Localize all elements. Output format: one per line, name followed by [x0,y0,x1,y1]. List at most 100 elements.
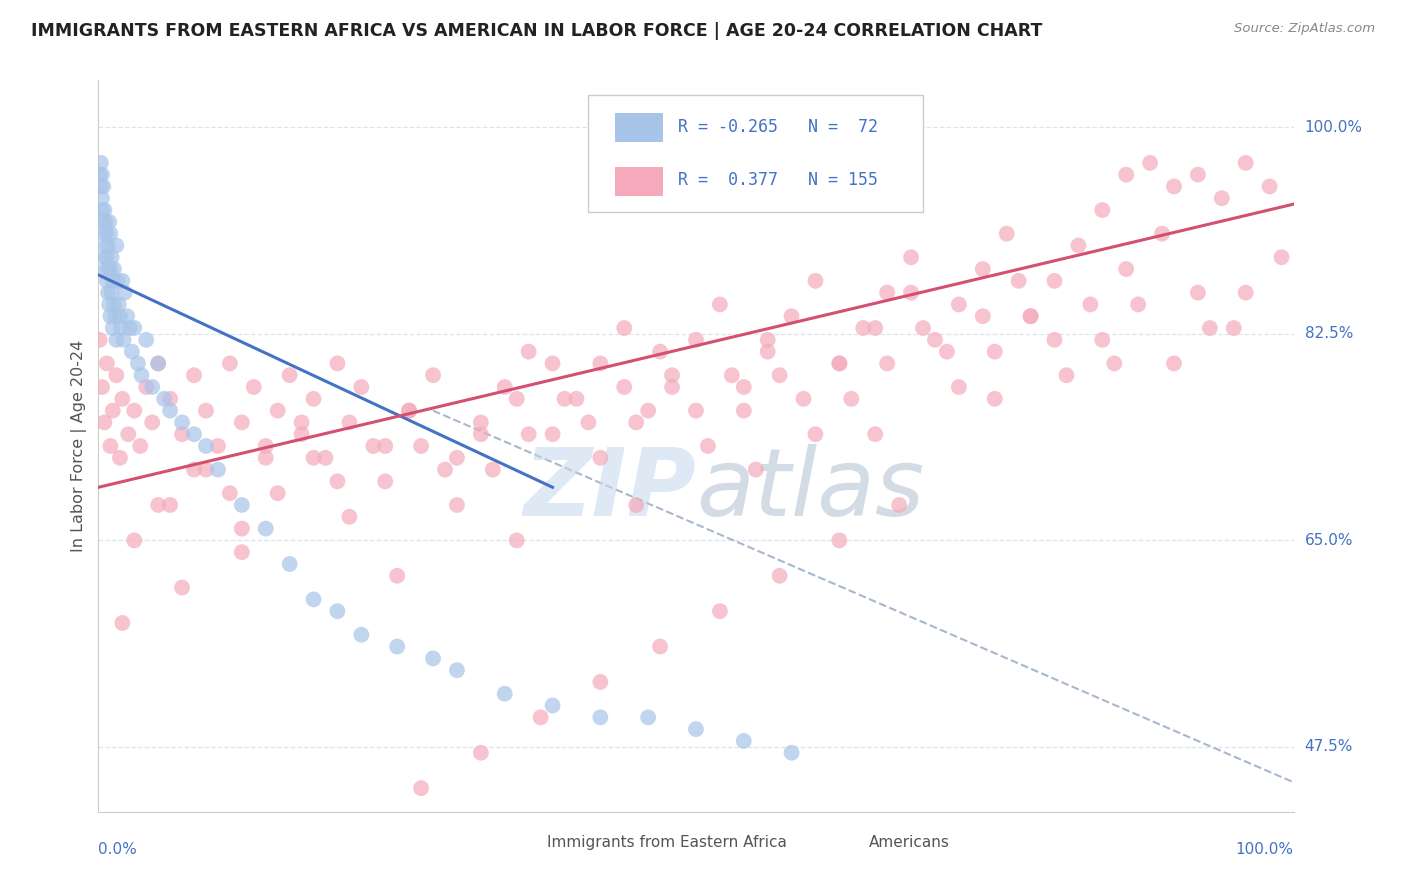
Text: Immigrants from Eastern Africa: Immigrants from Eastern Africa [547,835,786,850]
Point [98,227,122,241]
Point [183,462,205,476]
Text: 100.0%: 100.0% [1305,120,1362,135]
Point [434,462,457,476]
Point [159,498,181,512]
Point [124,403,146,417]
Point [1091,333,1114,347]
Point [1019,310,1042,324]
Point [326,475,349,489]
Point [135,333,157,347]
Point [589,675,612,690]
Point [108,310,131,324]
Point [1056,368,1078,383]
Point [1187,285,1209,300]
Point [494,380,516,394]
Point [231,545,253,559]
Point [936,344,959,359]
Point [121,344,143,359]
Point [541,427,564,442]
Point [554,392,576,406]
Point [865,321,887,335]
Text: R = -0.265   N =  72: R = -0.265 N = 72 [678,118,877,136]
Point [100,285,122,300]
Point [422,368,444,383]
Point [105,238,128,252]
Point [172,427,194,442]
Point [398,403,420,417]
Point [852,321,875,335]
Point [709,297,731,311]
Point [1008,274,1031,288]
Point [90,179,112,194]
Point [661,380,683,394]
Point [291,852,314,866]
Text: ZIP: ZIP [523,444,696,536]
Point [661,368,683,383]
Point [506,392,529,406]
Point [530,710,553,724]
Point [124,533,146,548]
Point [1115,262,1137,277]
Point [780,310,803,324]
Point [129,439,152,453]
Y-axis label: In Labor Force | Age 20-24: In Labor Force | Age 20-24 [72,340,87,552]
Point [889,498,911,512]
Point [159,392,181,406]
Point [103,297,125,311]
Point [267,403,290,417]
Point [685,722,707,736]
Point [231,522,253,536]
Point [541,698,564,713]
Point [207,439,229,453]
Point [733,734,755,748]
Point [278,557,301,571]
Point [159,403,181,417]
Point [148,356,170,370]
Point [96,250,118,264]
Point [172,581,194,595]
Point [98,215,121,229]
Point [135,380,157,394]
Point [565,392,588,406]
Point [103,262,125,277]
Point [339,416,361,430]
Point [626,416,648,430]
Point [626,498,648,512]
Point [153,392,176,406]
Point [89,168,111,182]
Point [828,533,851,548]
Point [768,568,790,582]
Point [613,380,636,394]
Point [183,427,205,442]
Point [105,368,128,383]
Point [302,592,325,607]
Point [721,368,744,383]
Point [637,710,659,724]
Point [131,368,153,383]
Text: 47.5%: 47.5% [1305,739,1353,755]
Point [506,533,529,548]
Point [315,450,337,465]
Point [89,333,111,347]
Point [470,746,492,760]
Point [697,439,720,453]
Point [1115,168,1137,182]
Point [984,344,1007,359]
Point [96,274,118,288]
Point [648,640,672,654]
Point [195,439,218,453]
Point [876,285,898,300]
Point [768,368,790,383]
Point [231,498,253,512]
Text: 65.0%: 65.0% [1305,533,1353,548]
Point [267,486,290,500]
Point [1128,297,1150,311]
Point [1104,356,1126,370]
Point [96,356,118,370]
Point [1163,356,1185,370]
Point [804,427,827,442]
Point [589,450,612,465]
Point [828,356,851,370]
Point [780,746,803,760]
Point [1139,156,1161,170]
